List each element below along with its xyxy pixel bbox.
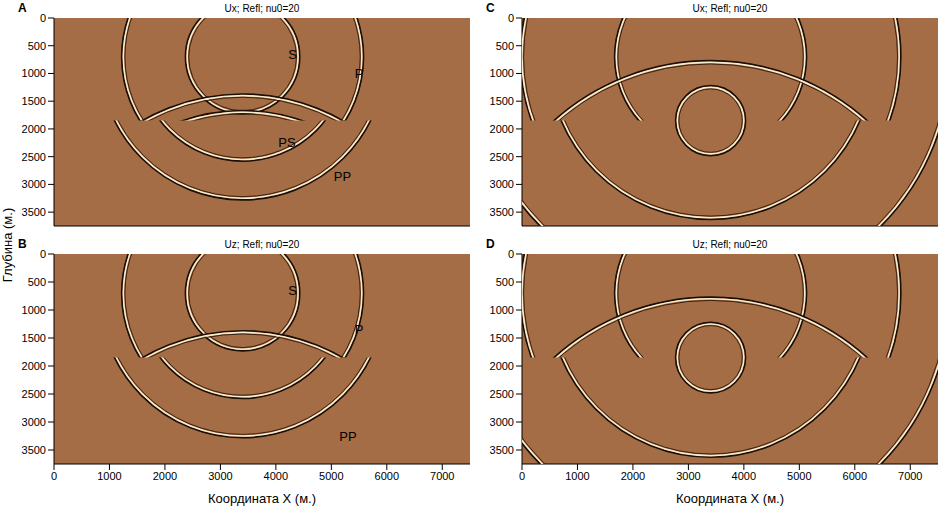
svg-text:3000: 3000 xyxy=(490,416,514,428)
html-text:Координата X (м.): Координата X (м.) xyxy=(208,491,316,506)
svg-text:0: 0 xyxy=(519,470,525,482)
svg-text:0: 0 xyxy=(508,248,514,260)
svg-text:Глубина (м.): Глубина (м.) xyxy=(0,208,15,282)
html-text:B: B xyxy=(18,237,27,251)
svg-text:2500: 2500 xyxy=(490,388,514,400)
svg-text:5000: 5000 xyxy=(319,470,343,482)
svg-text:7000: 7000 xyxy=(430,470,454,482)
svg-text:500: 500 xyxy=(28,276,46,288)
svg-text:1500: 1500 xyxy=(22,95,46,107)
svg-text:2000: 2000 xyxy=(490,360,514,372)
html-text:A: A xyxy=(18,1,27,15)
html-text:Uz; Refl; nu0=20: Uz; Refl; nu0=20 xyxy=(692,239,768,250)
svg-text:P: P xyxy=(355,322,364,337)
svg-text:500: 500 xyxy=(496,276,514,288)
svg-text:5000: 5000 xyxy=(787,470,811,482)
svg-text:3500: 3500 xyxy=(490,444,514,456)
svg-text:0: 0 xyxy=(40,248,46,260)
svg-text:6000: 6000 xyxy=(375,470,399,482)
svg-text:2500: 2500 xyxy=(22,151,46,163)
svg-text:3500: 3500 xyxy=(490,206,514,218)
html-text:Ux; Refl; nu0=20: Ux; Refl; nu0=20 xyxy=(692,3,768,14)
svg-text:7000: 7000 xyxy=(898,470,922,482)
svg-text:2000: 2000 xyxy=(153,470,177,482)
html-text:Ux; Refl; nu0=20: Ux; Refl; nu0=20 xyxy=(224,3,300,14)
svg-text:6000: 6000 xyxy=(843,470,867,482)
svg-text:1000: 1000 xyxy=(490,67,514,79)
svg-text:4000: 4000 xyxy=(264,470,288,482)
svg-text:3000: 3000 xyxy=(208,470,232,482)
svg-text:1000: 1000 xyxy=(22,67,46,79)
svg-text:1500: 1500 xyxy=(490,332,514,344)
html-text:Uz; Refl; nu0=20: Uz; Refl; nu0=20 xyxy=(224,239,300,250)
html-text:C: C xyxy=(486,1,495,15)
svg-text:2500: 2500 xyxy=(490,151,514,163)
svg-text:3500: 3500 xyxy=(22,206,46,218)
svg-text:3000: 3000 xyxy=(22,416,46,428)
svg-text:3000: 3000 xyxy=(676,470,700,482)
svg-text:2000: 2000 xyxy=(621,470,645,482)
svg-text:S: S xyxy=(288,47,297,62)
html-text:Координата X (м.): Координата X (м.) xyxy=(676,491,784,506)
svg-text:P: P xyxy=(355,66,364,81)
svg-text:1000: 1000 xyxy=(97,470,121,482)
svg-text:500: 500 xyxy=(28,40,46,52)
svg-text:1500: 1500 xyxy=(22,332,46,344)
svg-text:PP: PP xyxy=(339,429,356,444)
svg-text:0: 0 xyxy=(51,470,57,482)
html-text:D: D xyxy=(486,237,495,251)
svg-text:1000: 1000 xyxy=(565,470,589,482)
svg-text:1500: 1500 xyxy=(490,95,514,107)
svg-text:3000: 3000 xyxy=(490,178,514,190)
svg-text:2000: 2000 xyxy=(22,360,46,372)
svg-text:3500: 3500 xyxy=(22,444,46,456)
svg-text:2000: 2000 xyxy=(490,123,514,135)
svg-text:3000: 3000 xyxy=(22,178,46,190)
svg-text:1000: 1000 xyxy=(490,304,514,316)
svg-text:500: 500 xyxy=(496,40,514,52)
svg-text:S: S xyxy=(288,283,297,298)
svg-text:0: 0 xyxy=(40,12,46,24)
svg-text:PS: PS xyxy=(278,135,296,150)
svg-text:2500: 2500 xyxy=(22,388,46,400)
svg-text:0: 0 xyxy=(508,12,514,24)
svg-text:1000: 1000 xyxy=(22,304,46,316)
svg-text:4000: 4000 xyxy=(732,470,756,482)
svg-text:2000: 2000 xyxy=(22,123,46,135)
svg-text:PP: PP xyxy=(334,169,351,184)
